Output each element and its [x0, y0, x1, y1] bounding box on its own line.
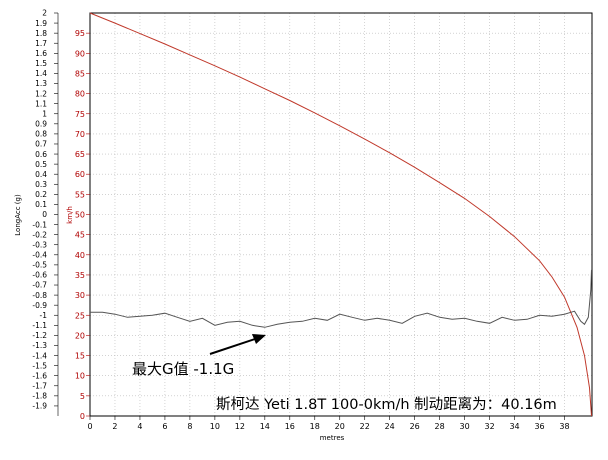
x-tick-label: 2: [112, 422, 117, 431]
left-tick-label: 1.2: [35, 89, 47, 98]
left-tick-label: -1: [40, 311, 48, 320]
x-tick-label: 30: [460, 422, 470, 431]
right-tick-label: 5: [80, 392, 85, 401]
arrow-icon: [252, 334, 266, 344]
left-tick-label: -0.1: [32, 220, 47, 229]
left-tick-label: -1.1: [32, 321, 47, 330]
left-tick-label: 0.3: [35, 180, 47, 189]
x-tick-label: 18: [310, 422, 320, 431]
x-tick-label: 32: [485, 422, 495, 431]
left-tick-label: -0.4: [32, 251, 47, 260]
left-axis-title: LongAcc (g): [14, 194, 22, 236]
right-tick-label: 25: [75, 311, 85, 320]
left-tick-label: -0.8: [32, 291, 47, 300]
left-tick-label: -1.6: [32, 371, 47, 380]
left-tick-label: 1.1: [35, 99, 47, 108]
series-layer: [89, 12, 592, 417]
right-tick-label: 15: [75, 352, 85, 361]
x-tick-label: 8: [187, 422, 192, 431]
left-tick-label: 1: [42, 109, 47, 118]
grid-layer: [90, 13, 592, 416]
left-tick-label: -1.3: [32, 341, 47, 350]
left-tick-label: 0.2: [35, 190, 47, 199]
x-tick-label: 4: [137, 422, 142, 431]
x-axis-ticks: 0 2 4 6 8 10 12 14 16 18 20 22 24 26 28 30 32 34 36 38: [87, 416, 570, 431]
x-tick-label: 16: [285, 422, 295, 431]
x-tick-label: 34: [509, 422, 519, 431]
left-tick-label: 1.9: [35, 19, 47, 28]
left-tick-label: 0.6: [35, 150, 47, 159]
right-tick-label: 50: [75, 211, 85, 220]
left-tick-label: -0.9: [32, 301, 47, 310]
right-tick-label: 65: [75, 150, 85, 159]
right-tick-label: 80: [75, 90, 85, 99]
x-tick-label: 14: [260, 422, 270, 431]
left-tick-label: 1.3: [35, 79, 47, 88]
max-g-label: 最大G值 -1.1G: [132, 360, 234, 378]
left-tick-label: -1.9: [32, 402, 47, 411]
left-tick-label: 0.1: [35, 200, 47, 209]
left-tick-label: 2: [42, 9, 47, 18]
left-tick-label: 0.5: [35, 160, 47, 169]
left-axis-ticks: 21.91.81.71.61.51.41.31.21.110.90.80.70.…: [32, 9, 59, 416]
x-tick-label: 28: [435, 422, 445, 431]
right-tick-label: 10: [75, 372, 85, 381]
left-tick-label: -1.8: [32, 392, 47, 401]
left-tick-label: -0.7: [32, 281, 47, 290]
left-tick-label: -0.5: [32, 261, 47, 270]
right-tick-label: 60: [75, 170, 85, 179]
left-tick-label: -0.6: [32, 271, 47, 280]
right-tick-label: 40: [75, 251, 85, 260]
left-tick-label: 1.4: [35, 69, 47, 78]
left-tick-label: 1.7: [35, 39, 47, 48]
left-tick-label: -1.5: [32, 361, 47, 370]
left-tick-label: -1.2: [32, 331, 47, 340]
x-tick-label: 36: [534, 422, 544, 431]
speed-series-line: [89, 12, 592, 417]
right-tick-label: 20: [75, 331, 85, 340]
right-tick-label: 30: [75, 291, 85, 300]
left-tick-label: -1.7: [32, 381, 47, 390]
left-tick-label: -0.3: [32, 240, 47, 249]
x-tick-label: 24: [385, 422, 395, 431]
left-tick-label: -1.4: [32, 351, 47, 360]
x-tick-label: 22: [360, 422, 370, 431]
left-tick-label: 1.5: [35, 59, 47, 68]
right-tick-label: 85: [75, 69, 85, 78]
braking-distance-label: 斯柯达 Yeti 1.8T 100-0km/h 制动距离为：40.16m: [216, 396, 557, 413]
x-tick-label: 38: [559, 422, 569, 431]
x-tick-label: 0: [87, 422, 92, 431]
annotation-arrow-shaft: [209, 337, 259, 355]
left-tick-label: -0.2: [32, 230, 47, 239]
x-tick-label: 26: [410, 422, 420, 431]
x-tick-label: 10: [210, 422, 220, 431]
x-tick-label: 20: [335, 422, 345, 431]
left-tick-label: 0.9: [35, 120, 47, 129]
left-tick-label: 0.8: [35, 130, 47, 139]
right-tick-label: 75: [75, 110, 85, 119]
right-tick-label: 45: [75, 231, 85, 240]
left-tick-label: 1.6: [35, 49, 47, 58]
right-axis-title: km/h: [66, 206, 74, 224]
max-g-annotation: 最大G值 -1.1G: [132, 334, 266, 378]
x-tick-label: 12: [235, 422, 245, 431]
right-tick-label: 70: [75, 130, 85, 139]
right-tick-label: 35: [75, 271, 85, 280]
right-tick-label: 90: [75, 49, 85, 58]
left-tick-label: 0.7: [35, 140, 47, 149]
right-tick-label: 95: [75, 29, 85, 38]
longacc-series-line: [90, 269, 592, 328]
left-tick-label: 0: [42, 210, 47, 219]
left-tick-label: 0.4: [35, 170, 47, 179]
right-tick-label: 0: [80, 412, 85, 421]
right-tick-label: 55: [75, 190, 85, 199]
x-axis-title: metres: [320, 434, 345, 442]
left-tick-label: 1.8: [35, 29, 47, 38]
x-tick-label: 6: [162, 422, 167, 431]
